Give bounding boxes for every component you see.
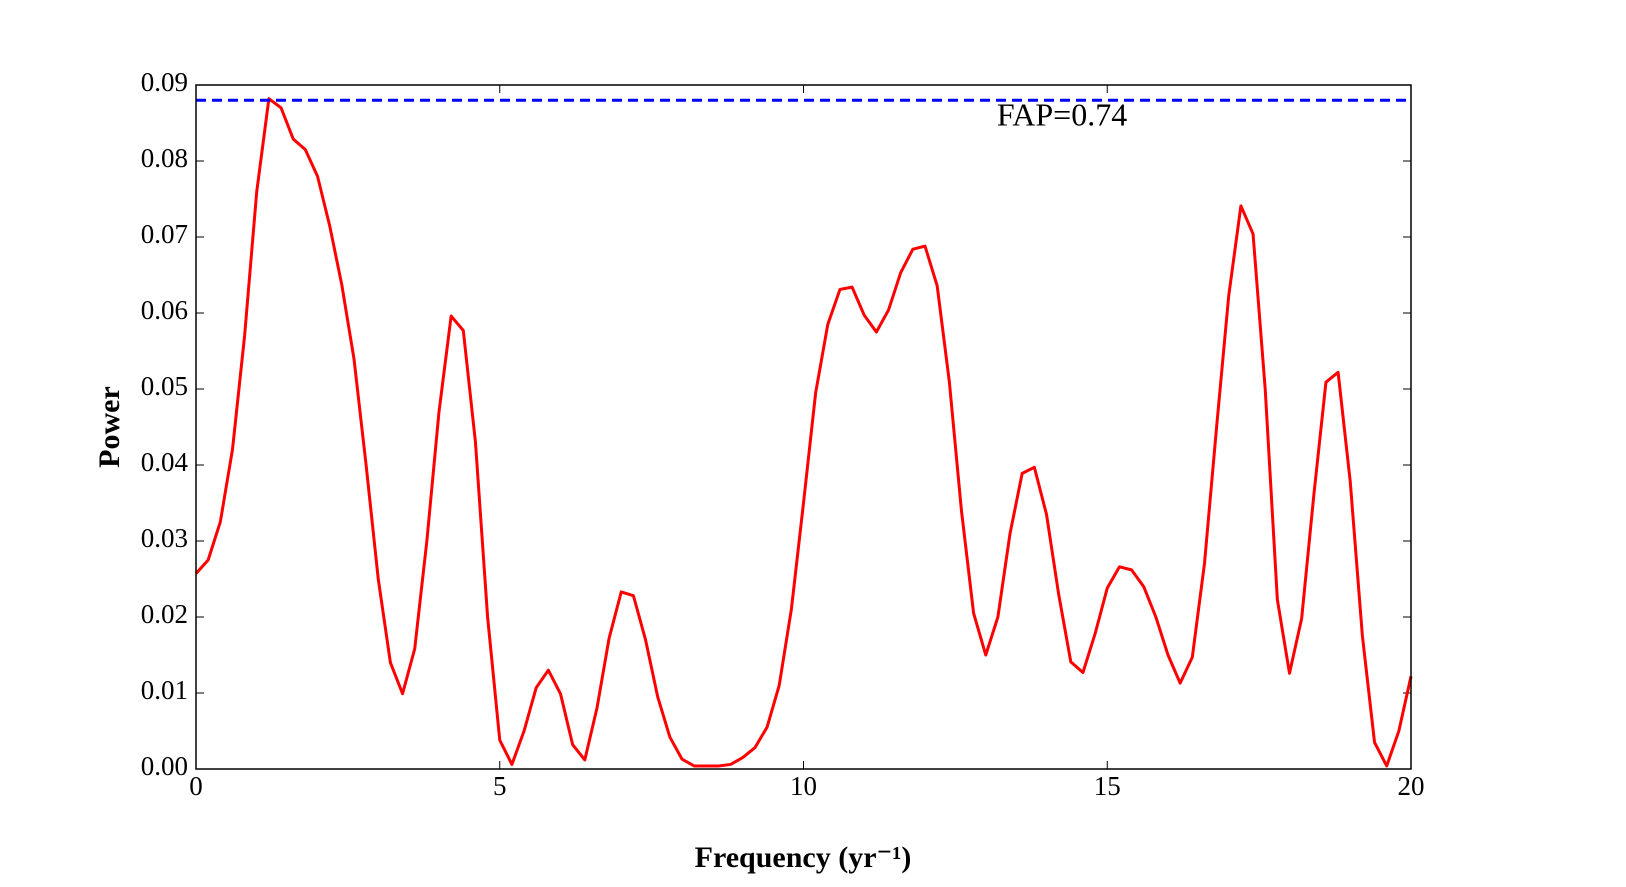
y-tick-label: 0.06 — [141, 295, 188, 325]
y-tick-label: 0.08 — [141, 143, 188, 173]
y-tick-label: 0.07 — [141, 219, 188, 249]
x-tick-label: 15 — [1094, 771, 1121, 801]
y-tick-label: 0.01 — [141, 675, 188, 705]
x-tick-label: 10 — [790, 771, 817, 801]
y-tick-label: 0.04 — [141, 447, 189, 477]
x-axis-title: Frequency (yr⁻¹) — [695, 841, 912, 874]
threshold-label: FAP=0.74 — [997, 96, 1127, 132]
y-tick-label: 0.05 — [141, 371, 188, 401]
data-line — [194, 97, 1413, 768]
x-tick-label: 5 — [493, 771, 507, 801]
y-tick-label: 0.09 — [141, 67, 188, 97]
plot-frame — [195, 84, 1412, 770]
y-tick-label: 0.00 — [141, 751, 188, 781]
x-tick-label: 20 — [1398, 771, 1425, 801]
y-axis-title: Power — [93, 386, 126, 468]
y-tick-label: 0.02 — [141, 599, 188, 629]
x-tick-label: 0 — [189, 771, 203, 801]
y-tick-label: 0.03 — [141, 523, 188, 553]
